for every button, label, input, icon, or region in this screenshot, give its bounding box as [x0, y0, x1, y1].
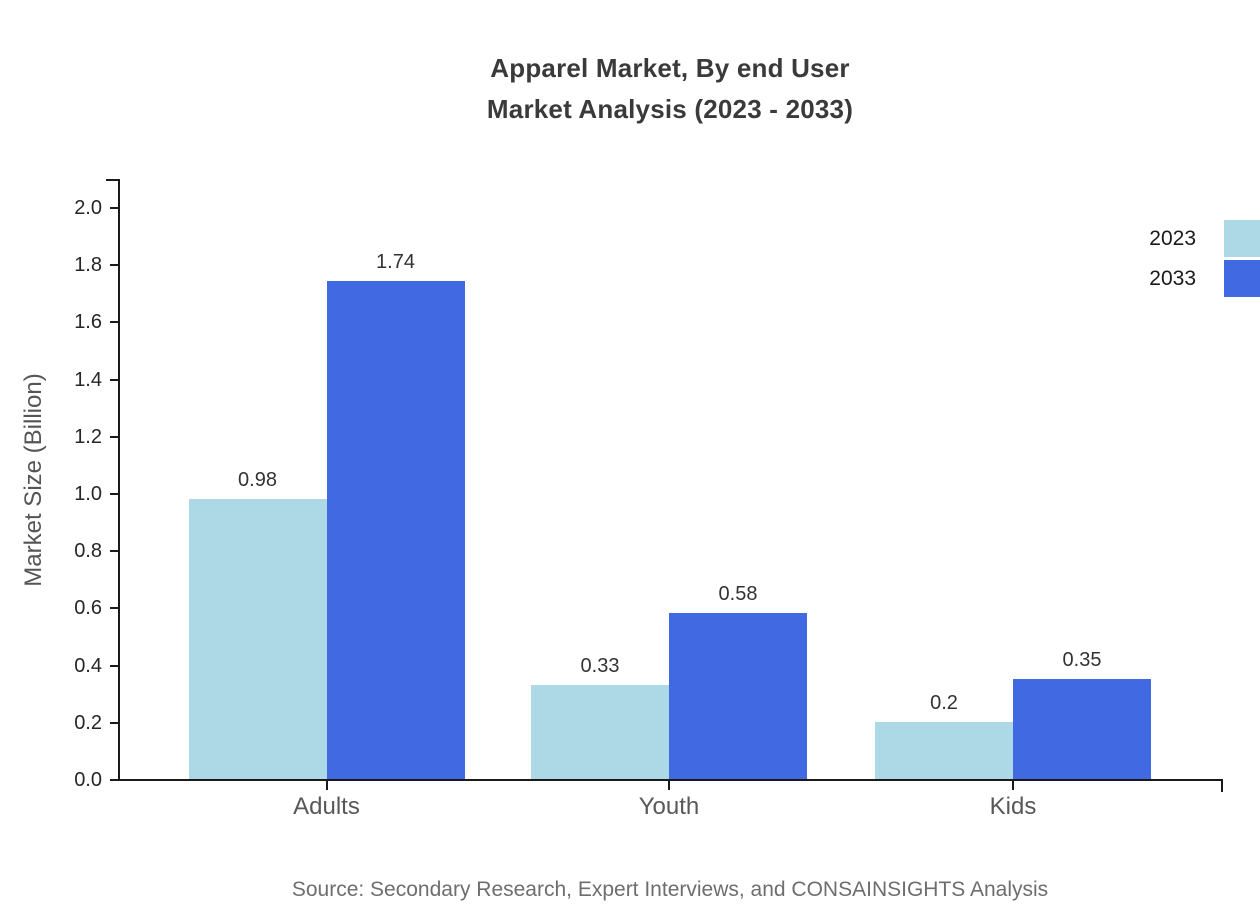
y-tick-label: 0.2 [74, 712, 102, 734]
y-tick [110, 550, 118, 552]
bar-value-label: 0.33 [580, 655, 620, 677]
y-tick-label: 1.2 [74, 426, 102, 448]
y-tick-label: 0.8 [74, 540, 102, 562]
x-tick-label: Youth [638, 793, 700, 820]
y-axis-top-cap [106, 179, 120, 181]
y-tick [110, 321, 118, 323]
y-tick-label: 0.0 [74, 769, 102, 791]
y-tick [110, 379, 118, 381]
y-tick [110, 607, 118, 609]
y-tick-label: 0.6 [74, 597, 102, 619]
y-tick-label: 1.0 [74, 483, 102, 505]
y-tick [110, 722, 118, 724]
x-axis-line [118, 779, 1223, 781]
bar-2023-kids [875, 722, 1013, 779]
y-tick [110, 665, 118, 667]
bar-value-label: 0.98 [238, 469, 277, 491]
y-tick-label: 0.4 [74, 655, 102, 677]
x-tick [668, 781, 670, 790]
bar-value-label: 1.74 [376, 251, 415, 273]
y-tick-label: 1.6 [74, 311, 102, 333]
x-axis-end-cap [1221, 779, 1223, 792]
y-tick [110, 436, 118, 438]
chart-title: Apparel Market, By end User Market Analy… [90, 48, 1250, 130]
y-tick-label: 1.8 [74, 254, 102, 276]
chart-title-line-2: Market Analysis (2023 - 2033) [486, 94, 854, 124]
y-tick-label: 2.0 [74, 197, 102, 219]
y-tick [110, 207, 118, 209]
y-tick [110, 779, 118, 781]
bar-value-label: 0.58 [718, 583, 758, 605]
y-tick-label: 1.4 [74, 369, 102, 391]
bar-2023-adults [188, 499, 327, 779]
chart-title-line-1: Apparel Market, By end User [490, 53, 850, 83]
x-tick [325, 781, 328, 790]
source-note: Source: Secondary Research, Expert Inter… [291, 878, 1049, 901]
x-tick-label: Adults [293, 793, 360, 820]
bar-2033-kids [1013, 679, 1151, 779]
y-tick [110, 264, 118, 266]
x-tick [1012, 781, 1014, 790]
bar-2033-adults [326, 281, 465, 779]
bar-2023-youth [531, 685, 669, 779]
y-tick [110, 493, 118, 495]
x-tick-label: Kids [989, 793, 1037, 820]
bar-2033-youth [669, 613, 807, 779]
bar-value-label: 0.35 [1062, 649, 1102, 671]
y-axis-line [118, 179, 120, 781]
bar-value-label: 0.2 [930, 692, 958, 714]
